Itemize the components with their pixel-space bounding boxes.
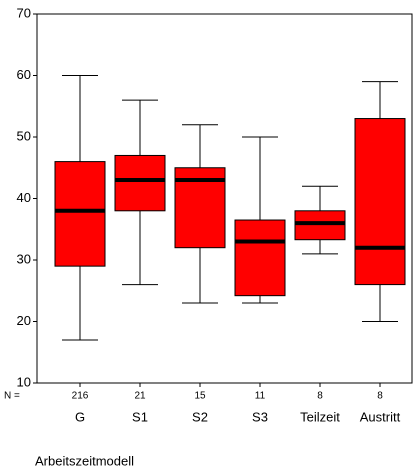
box — [114, 154, 166, 212]
x-tick-label: S1 — [132, 409, 148, 424]
n-count: 216 — [72, 391, 89, 402]
n-label: N = — [4, 391, 20, 402]
n-count: 8 — [377, 391, 383, 402]
n-count: 8 — [317, 391, 323, 402]
box — [234, 219, 286, 297]
x-tick-label: Teilzeit — [300, 409, 340, 424]
x-tick-label: S2 — [192, 409, 208, 424]
x-tick-label: Austritt — [360, 409, 401, 424]
box — [54, 161, 106, 267]
x-tick-label: S3 — [252, 409, 268, 424]
x-axis-label: Arbeitszeitmodell — [35, 453, 134, 468]
y-tick-label: 50 — [17, 128, 31, 143]
y-tick-label: 60 — [17, 67, 31, 82]
y-tick-label: 30 — [17, 251, 31, 266]
y-tick-label: 70 — [17, 5, 31, 20]
box — [294, 210, 346, 241]
box — [354, 118, 406, 286]
n-count: 11 — [255, 391, 266, 402]
y-tick-label: 10 — [17, 374, 31, 389]
n-count: 15 — [194, 391, 206, 402]
n-count: 21 — [134, 391, 146, 402]
y-tick-label: 40 — [17, 190, 31, 205]
x-tick-label: G — [75, 409, 85, 424]
y-tick-label: 20 — [17, 313, 31, 328]
